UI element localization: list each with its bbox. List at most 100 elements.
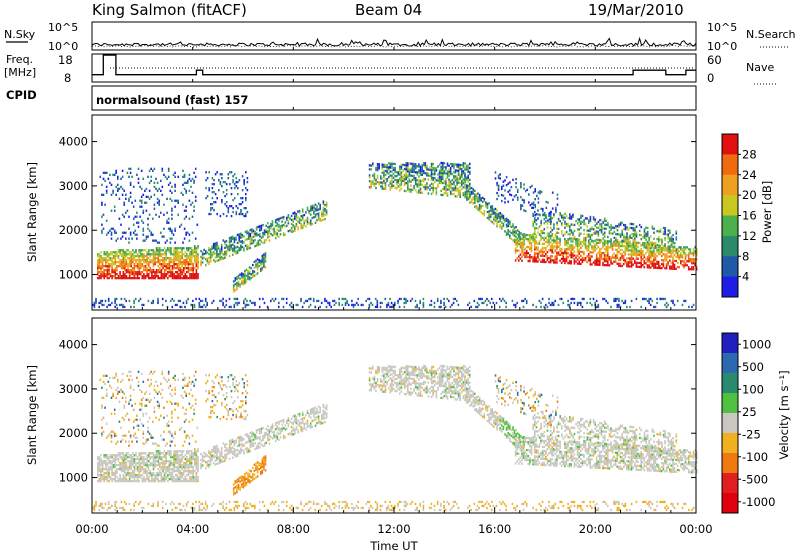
power-cell bbox=[494, 213, 497, 217]
power-cell bbox=[594, 230, 596, 233]
velocity-cell bbox=[106, 478, 109, 481]
power-cell bbox=[247, 277, 249, 280]
power-cell bbox=[309, 209, 312, 212]
power-cell bbox=[144, 265, 147, 268]
velocity-cell bbox=[100, 454, 102, 457]
power-cell bbox=[298, 209, 301, 213]
power-cell bbox=[290, 218, 293, 222]
velocity-cell bbox=[149, 480, 152, 483]
power-cell bbox=[419, 181, 422, 184]
power-cell bbox=[530, 256, 533, 259]
power-cell bbox=[634, 233, 636, 236]
power-cell bbox=[205, 264, 207, 267]
velocity-cell bbox=[151, 476, 153, 479]
power-cell bbox=[646, 260, 649, 263]
power-cell bbox=[126, 209, 129, 212]
power-cell bbox=[370, 186, 372, 189]
power-cell bbox=[545, 214, 547, 217]
power-cell bbox=[141, 259, 144, 262]
power-cell bbox=[114, 259, 117, 262]
velocity-cell bbox=[144, 472, 147, 475]
power-cell bbox=[313, 210, 315, 213]
power-cell bbox=[445, 190, 447, 193]
power-cell bbox=[212, 259, 215, 262]
power-cell bbox=[160, 265, 163, 268]
power-cell bbox=[667, 229, 670, 232]
velocity-cell bbox=[160, 458, 163, 461]
power-cell bbox=[132, 261, 134, 264]
power-cell bbox=[162, 249, 164, 252]
power-cell bbox=[195, 247, 198, 250]
power-cell bbox=[125, 263, 128, 266]
power-ytick-label-1: 2000 bbox=[59, 223, 88, 237]
power-cell bbox=[163, 263, 166, 266]
power-cell bbox=[203, 303, 205, 307]
velocity-cell bbox=[157, 454, 159, 457]
power-cell bbox=[643, 266, 646, 269]
power-cell bbox=[556, 197, 559, 200]
velocity-cell bbox=[133, 474, 136, 477]
power-cell bbox=[120, 265, 123, 268]
power-cell bbox=[559, 212, 561, 215]
velocity-cell bbox=[141, 474, 144, 477]
velocity-cell bbox=[98, 480, 101, 483]
power-cell bbox=[138, 259, 140, 262]
power-cell bbox=[694, 260, 696, 263]
power-cell bbox=[545, 303, 547, 307]
power-cell bbox=[292, 220, 294, 223]
power-cell bbox=[533, 240, 536, 243]
power-cell bbox=[378, 181, 380, 184]
power-cell bbox=[235, 212, 238, 216]
power-cell bbox=[308, 212, 310, 215]
velocity-cell bbox=[176, 470, 179, 473]
cpid-label: CPID bbox=[6, 88, 37, 102]
power-cell bbox=[184, 251, 187, 254]
power-colorbar-tick-label: 20 bbox=[742, 188, 757, 202]
power-cell bbox=[640, 259, 642, 263]
power-cell bbox=[607, 244, 609, 247]
power-cell bbox=[632, 241, 634, 244]
velocity-cell bbox=[163, 456, 166, 459]
power-cell bbox=[667, 249, 670, 252]
power-cell bbox=[653, 227, 655, 230]
power-cell bbox=[642, 244, 644, 247]
power-cell bbox=[281, 297, 283, 301]
power-cell bbox=[301, 218, 304, 221]
power-cell bbox=[120, 263, 123, 266]
power-cell bbox=[491, 297, 493, 301]
power-cell bbox=[133, 273, 136, 276]
power-cell bbox=[576, 250, 579, 253]
power-cell bbox=[117, 265, 120, 268]
power-cell bbox=[258, 305, 261, 309]
power-cell bbox=[659, 266, 661, 270]
power-cell bbox=[173, 263, 175, 266]
velocity-cell bbox=[106, 470, 109, 473]
power-cell bbox=[114, 271, 117, 274]
power-cell bbox=[638, 229, 641, 233]
power-cell bbox=[665, 247, 668, 250]
power-cell bbox=[162, 263, 164, 266]
power-cell bbox=[461, 171, 463, 175]
power-cell bbox=[602, 233, 604, 236]
velocity-cell bbox=[114, 454, 117, 457]
power-cell bbox=[469, 166, 471, 170]
power-cell bbox=[496, 215, 498, 218]
power-cell bbox=[570, 260, 572, 263]
power-cell bbox=[421, 165, 423, 168]
power-cell bbox=[486, 210, 489, 214]
power-cell bbox=[216, 253, 218, 257]
power-cell bbox=[414, 163, 417, 166]
power-cell bbox=[551, 233, 554, 236]
power-cell bbox=[602, 237, 604, 240]
power-cell bbox=[171, 259, 174, 262]
power-cell bbox=[357, 303, 359, 307]
power-cell bbox=[236, 301, 239, 305]
power-cell bbox=[376, 163, 379, 166]
power-cell bbox=[183, 181, 186, 184]
power-cell bbox=[185, 181, 187, 184]
power-cell bbox=[556, 193, 559, 196]
power-cell bbox=[624, 253, 627, 256]
power-cell bbox=[543, 218, 546, 221]
power-cell bbox=[119, 275, 121, 278]
power-cell bbox=[614, 299, 617, 303]
